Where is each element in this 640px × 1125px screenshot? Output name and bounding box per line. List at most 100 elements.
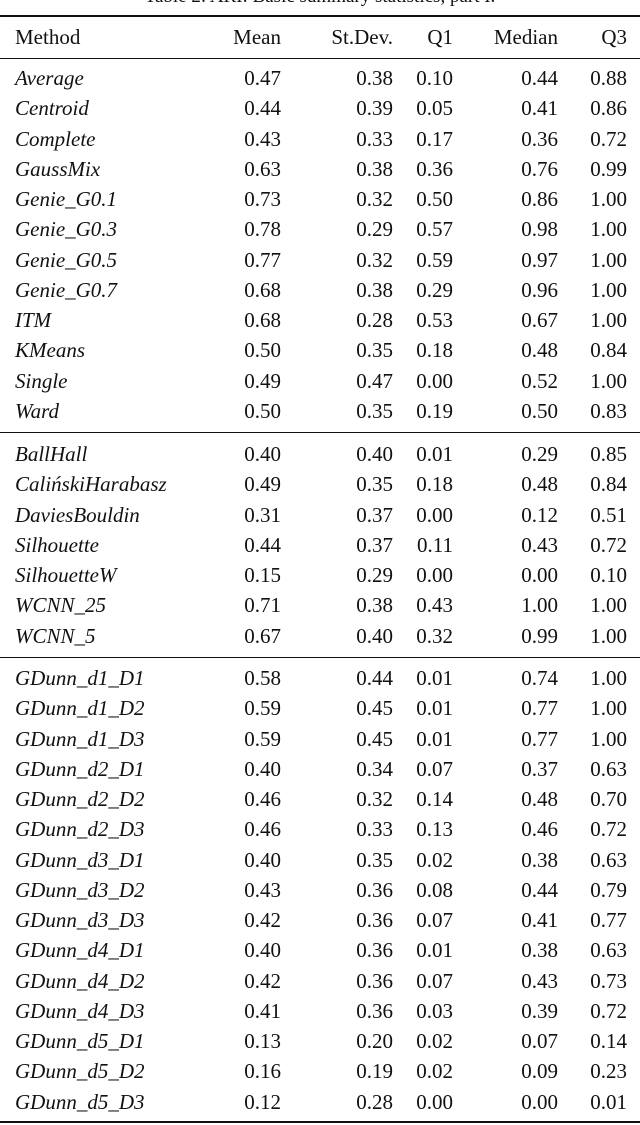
header-mean: Mean	[233, 25, 281, 49]
cell-q3: 1.00	[590, 593, 627, 618]
cell-stdev: 0.32	[356, 787, 393, 811]
cell-median: 0.44	[521, 66, 558, 90]
table-row: Genie_G0.1 0.73 0.32 0.50 0.86 1.00	[0, 184, 640, 214]
cell-mean: 0.16	[244, 1059, 281, 1084]
cell-mean: 0.58	[244, 666, 281, 690]
table-row: GDunn_d1_D3 0.59 0.45 0.01 0.77 1.00	[0, 724, 640, 754]
cell-median: 0.48	[521, 472, 558, 497]
cell-q1: 0.01	[416, 726, 453, 751]
cell-method: GDunn_d4_D2	[15, 968, 145, 993]
cell-q1: 0.07	[416, 756, 453, 781]
cell-mean: 0.40	[244, 847, 281, 872]
cell-q3: 0.14	[590, 1029, 627, 1053]
cell-mean: 0.59	[244, 726, 281, 751]
cell-q1: 0.01	[416, 938, 453, 963]
cell-stdev: 0.38	[356, 277, 393, 302]
cell-median: 0.50	[521, 398, 558, 423]
table-row: GDunn_d1_D1 0.58 0.44 0.01 0.74 1.00	[0, 663, 640, 693]
cell-q1: 0.01	[416, 696, 453, 721]
cell-stdev: 0.45	[356, 726, 393, 751]
cell-q3: 1.00	[590, 308, 627, 332]
cell-stdev: 0.40	[356, 442, 393, 466]
cell-stdev: 0.38	[356, 66, 393, 90]
cell-stdev: 0.36	[356, 968, 393, 993]
header-q1: Q1	[427, 25, 453, 49]
cell-mean: 0.42	[244, 908, 281, 932]
cell-q3: 0.72	[590, 532, 627, 557]
cell-q3: 1.00	[590, 187, 627, 211]
table-row: DaviesBouldin 0.31 0.37 0.00 0.12 0.51	[0, 500, 640, 530]
table-row: GaussMix 0.63 0.38 0.36 0.76 0.99	[0, 154, 640, 184]
cell-median: 1.00	[521, 593, 558, 618]
cell-mean: 0.47	[244, 66, 281, 90]
cell-stdev: 0.29	[356, 217, 393, 242]
cell-q1: 0.08	[416, 877, 453, 902]
cell-median: 0.52	[521, 368, 558, 393]
cell-q3: 0.84	[590, 472, 627, 497]
cell-method: GDunn_d4_D1	[15, 938, 145, 963]
cell-stdev: 0.19	[356, 1059, 393, 1084]
cell-mean: 0.44	[244, 96, 281, 121]
cell-q3: 0.72	[590, 998, 627, 1023]
cell-method: Average	[15, 66, 84, 90]
table-row: GDunn_d5_D1 0.13 0.20 0.02 0.07 0.14	[0, 1026, 640, 1056]
cell-mean: 0.42	[244, 968, 281, 993]
cell-q3: 0.63	[590, 938, 627, 963]
cell-q3: 0.73	[590, 968, 627, 993]
cell-stdev: 0.36	[356, 998, 393, 1023]
header-median: Median	[493, 25, 558, 49]
cell-stdev: 0.39	[356, 96, 393, 121]
cell-median: 0.46	[521, 817, 558, 842]
cell-mean: 0.13	[244, 1029, 281, 1053]
cell-method: GDunn_d2_D3	[15, 817, 145, 842]
table-row: Average 0.47 0.38 0.10 0.44 0.88	[0, 63, 640, 93]
cell-q3: 0.86	[590, 96, 627, 121]
cell-q1: 0.02	[416, 1059, 453, 1084]
cell-mean: 0.40	[244, 442, 281, 466]
cell-median: 0.77	[521, 726, 558, 751]
cell-mean: 0.50	[244, 338, 281, 363]
cell-median: 0.44	[521, 877, 558, 902]
cell-stdev: 0.35	[356, 847, 393, 872]
cell-median: 0.77	[521, 696, 558, 721]
cell-q1: 0.00	[416, 368, 453, 393]
cell-q1: 0.11	[417, 532, 453, 557]
cell-mean: 0.12	[244, 1089, 281, 1114]
cell-median: 0.37	[521, 756, 558, 781]
cell-stdev: 0.36	[356, 908, 393, 932]
cell-method: ITM	[15, 308, 52, 332]
table-row: Silhouette 0.44 0.37 0.11 0.43 0.72	[0, 530, 640, 560]
table-row: Genie_G0.5 0.77 0.32 0.59 0.97 1.00	[0, 245, 640, 275]
cell-q1: 0.10	[416, 66, 453, 90]
cell-q1: 0.17	[416, 126, 453, 151]
cell-median: 0.74	[521, 666, 558, 690]
cell-stdev: 0.35	[356, 472, 393, 497]
cell-method: GaussMix	[15, 156, 101, 181]
table-row: GDunn_d2_D3 0.46 0.33 0.13 0.46 0.72	[0, 814, 640, 844]
table-row: GDunn_d5_D3 0.12 0.28 0.00 0.00 0.01	[0, 1087, 640, 1117]
table-row: Centroid 0.44 0.39 0.05 0.41 0.86	[0, 93, 640, 123]
cell-mean: 0.78	[244, 217, 281, 242]
cell-mean: 0.46	[244, 817, 281, 842]
cell-stdev: 0.36	[356, 877, 393, 902]
table-row: SilhouetteW 0.15 0.29 0.00 0.00 0.10	[0, 560, 640, 590]
cell-q3: 1.00	[590, 277, 627, 302]
cell-method: GDunn_d5_D1	[15, 1029, 145, 1053]
cell-stdev: 0.44	[356, 666, 393, 690]
cell-method: GDunn_d1_D1	[15, 666, 145, 690]
cell-q1: 0.07	[416, 908, 453, 932]
cell-method: WCNN_25	[15, 593, 107, 618]
cell-stdev: 0.20	[356, 1029, 393, 1053]
cell-stdev: 0.45	[356, 696, 393, 721]
cell-mean: 0.73	[244, 187, 281, 211]
cell-median: 0.48	[521, 787, 558, 811]
cell-q1: 0.01	[416, 442, 453, 466]
cell-q3: 1.00	[590, 368, 627, 393]
cell-q1: 0.13	[416, 817, 453, 842]
cell-median: 0.98	[521, 217, 558, 242]
cell-method: Centroid	[15, 96, 89, 121]
cell-stdev: 0.28	[356, 1089, 393, 1114]
cell-q1: 0.53	[416, 308, 453, 332]
table-row: Single 0.49 0.47 0.00 0.52 1.00	[0, 366, 640, 396]
cell-median: 0.76	[521, 156, 558, 181]
